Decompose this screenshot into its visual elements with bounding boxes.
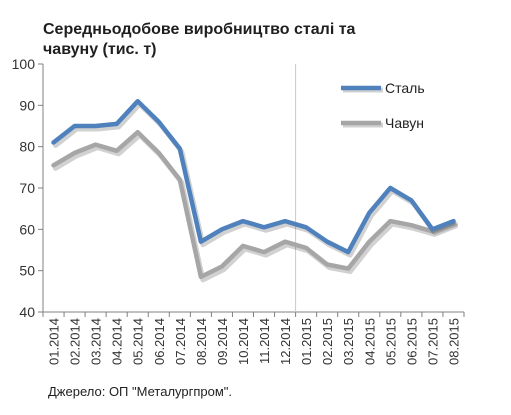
x-tick-label: 11.2014 <box>257 318 272 364</box>
chart-legend: Сталь Чавун <box>341 80 425 131</box>
series-line <box>51 129 456 280</box>
x-tick-label: 12.2014 <box>278 318 293 365</box>
source-note: Джерело: ОП "Металургпром". <box>48 384 233 399</box>
y-tick-label: 40 <box>19 304 35 320</box>
x-tick-label: 09.2014 <box>215 318 230 365</box>
x-tick-label: 03.2014 <box>89 318 104 365</box>
x-tick-label: 07.2015 <box>425 318 440 365</box>
y-tick-label: 50 <box>19 263 35 279</box>
legend-label: Чавун <box>385 115 424 131</box>
chart-axes <box>42 64 464 313</box>
x-tick-label: 05.2015 <box>383 318 398 365</box>
x-tick-label: 10.2014 <box>236 318 251 365</box>
x-tick-label: 08.2014 <box>194 318 209 365</box>
x-tick-label: 07.2014 <box>173 318 188 365</box>
chart-title: Середньодобове виробництво сталі та чаву… <box>43 20 443 60</box>
x-axis-ticks: 01.2014 02.2014 03.2014 04.2014 05.2014 06.20… <box>42 312 465 365</box>
y-tick-label: 80 <box>19 139 35 155</box>
series-line <box>51 98 456 255</box>
x-tick-label: 06.2014 <box>152 318 167 365</box>
x-tick-label: 05.2014 <box>131 318 146 365</box>
x-tick-label: 01.2015 <box>299 318 314 365</box>
series-shadow <box>53 132 458 283</box>
legend-label: Сталь <box>385 80 425 96</box>
chart-title-line-1: Середньодобове виробництво сталі та <box>43 21 356 38</box>
y-axis-ticks: 40 50 60 70 80 90 100 <box>12 56 43 320</box>
x-tick-label: 08.2015 <box>446 318 461 365</box>
x-tick-label: 03.2015 <box>341 318 356 365</box>
x-tick-label: 06.2015 <box>404 318 419 365</box>
x-tick-label: 01.2014 <box>47 318 62 365</box>
x-tick-label: 02.2015 <box>320 318 335 365</box>
x-tick-label: 04.2014 <box>110 318 125 365</box>
y-tick-label: 70 <box>19 180 35 196</box>
x-tick-label: 02.2014 <box>68 318 83 365</box>
y-tick-label: 60 <box>19 221 35 237</box>
series-shadow <box>53 101 458 258</box>
y-tick-label: 100 <box>12 56 36 72</box>
chart-title-line-2: чавуну (тис. т) <box>43 41 157 58</box>
x-tick-label: 04.2015 <box>362 318 377 365</box>
y-tick-label: 90 <box>19 97 35 113</box>
chart-series <box>51 98 458 283</box>
